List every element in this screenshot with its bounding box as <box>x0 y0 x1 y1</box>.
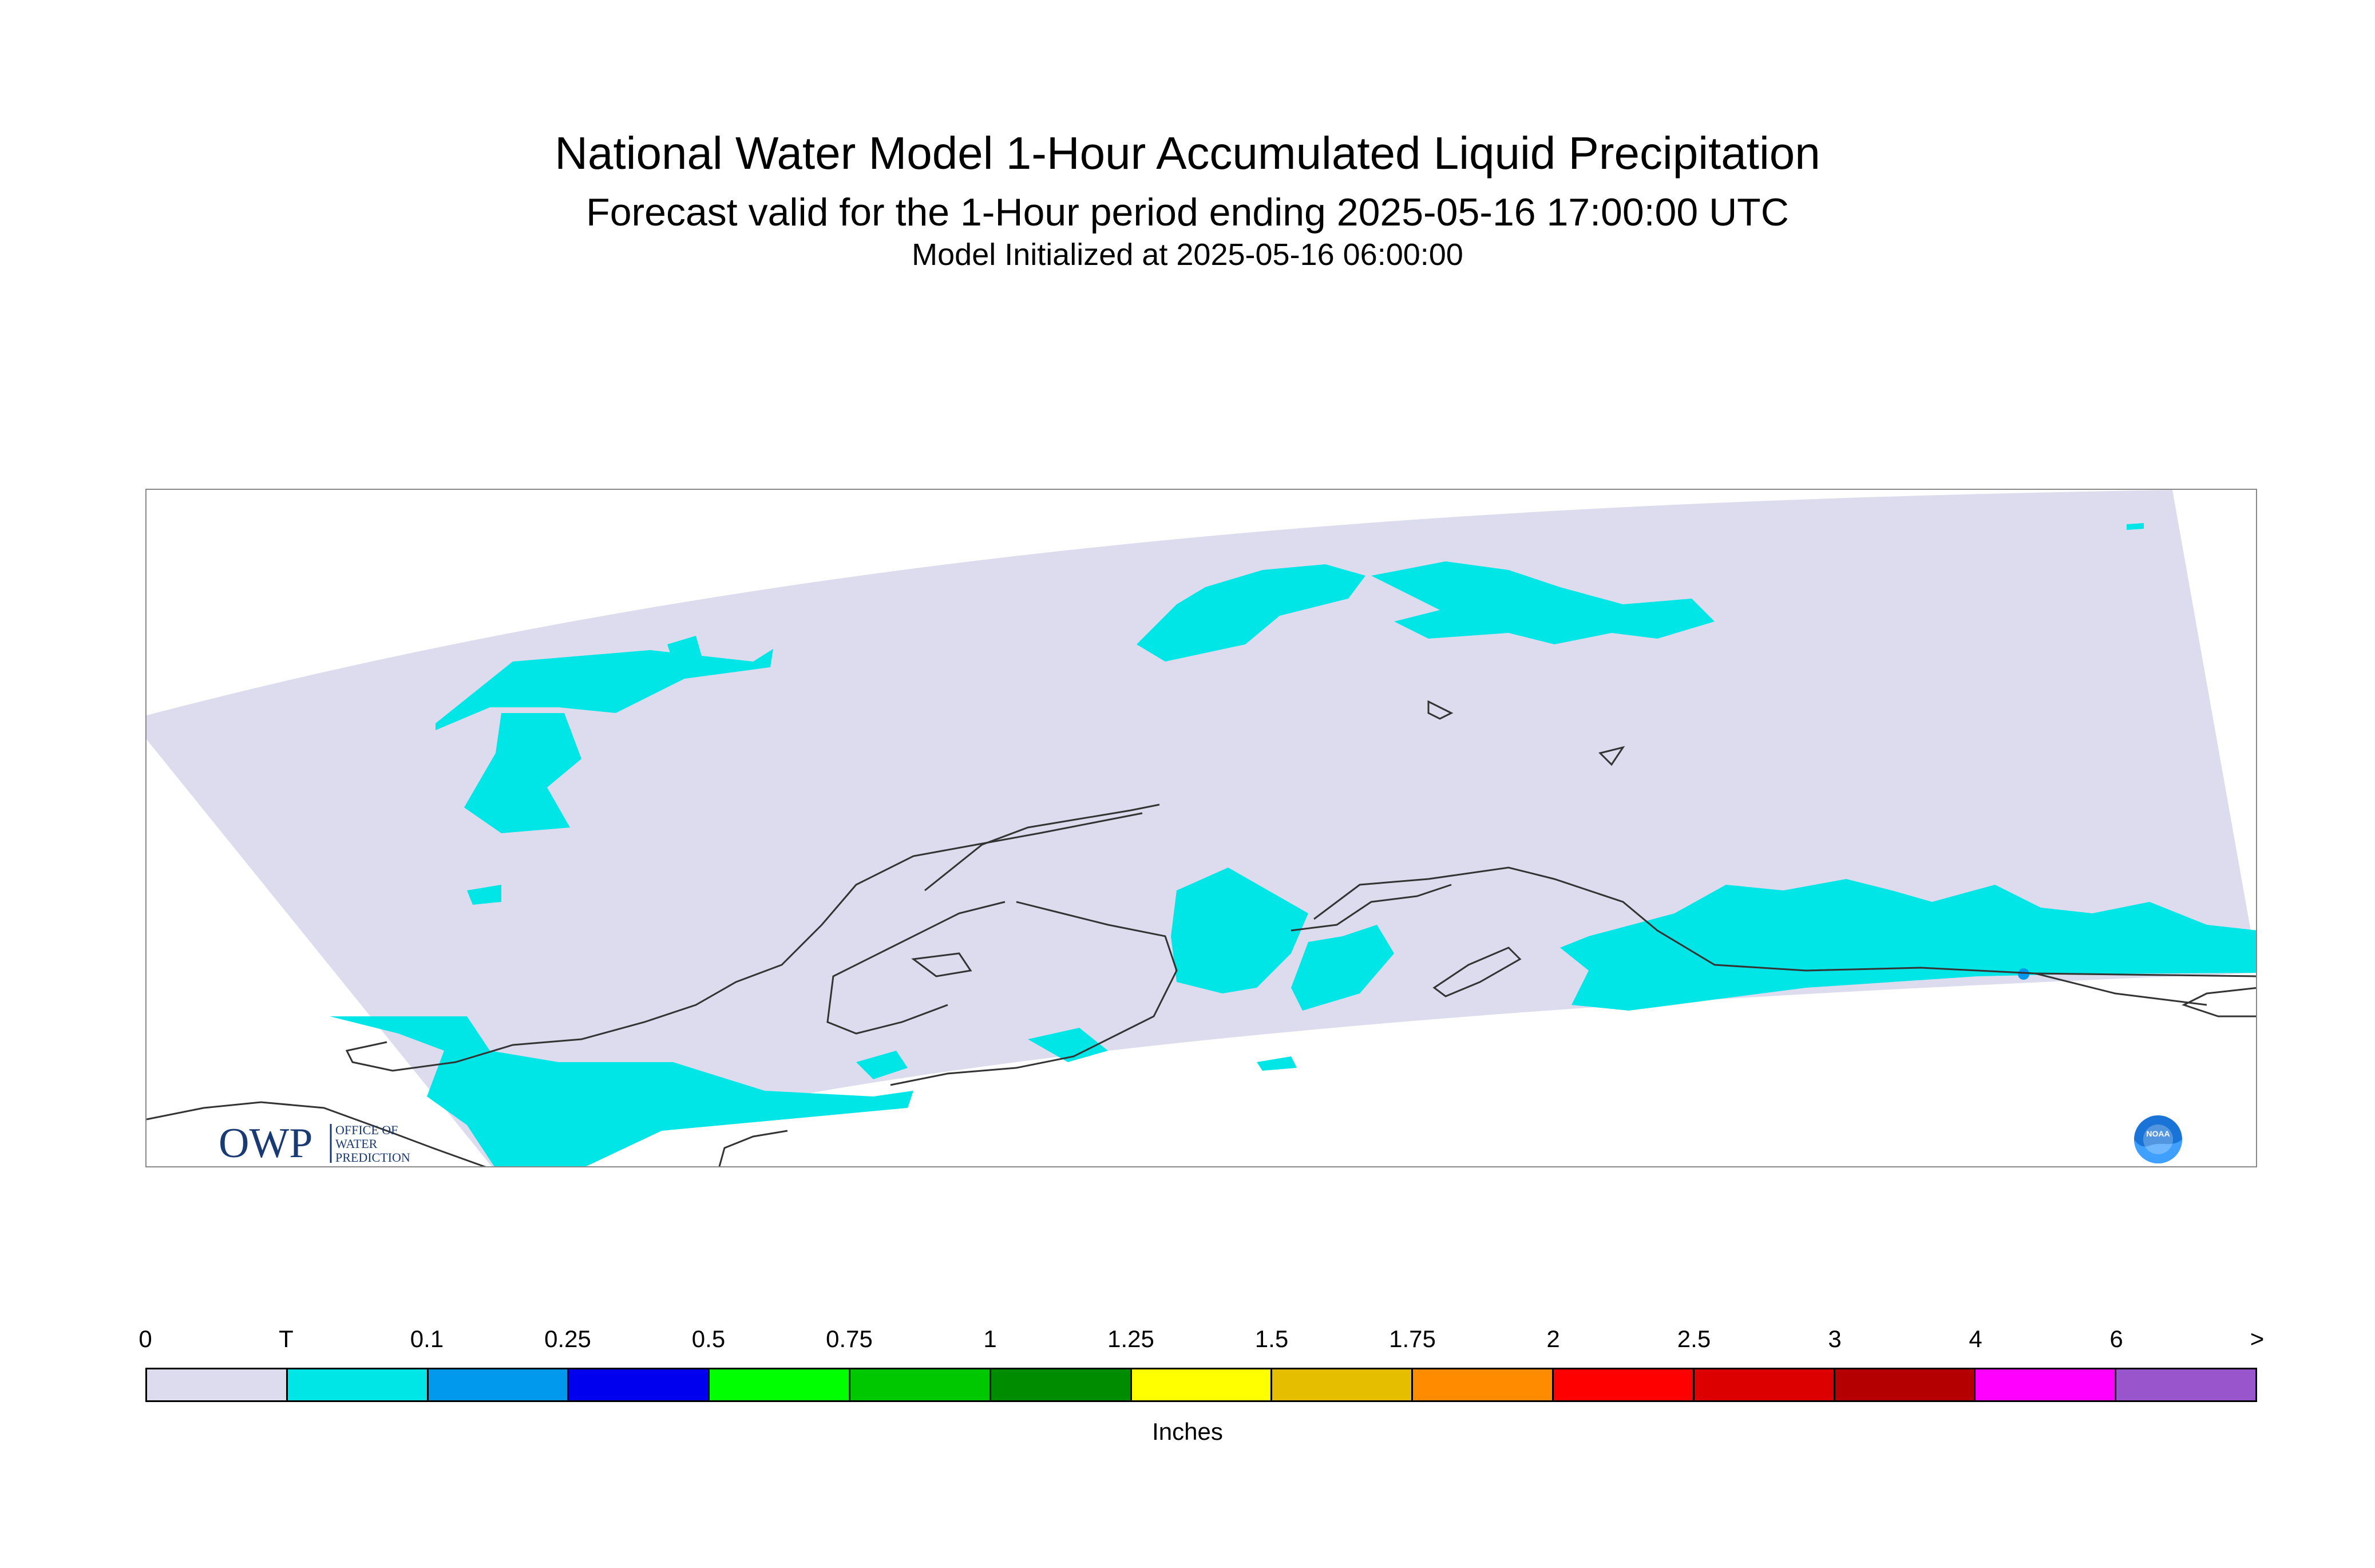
coastline <box>718 1130 788 1166</box>
colorbar-swatch <box>428 1369 569 1400</box>
colorbar-swatch <box>1835 1369 1976 1400</box>
colorbar-swatch <box>569 1369 710 1400</box>
coastlines <box>147 700 2256 1166</box>
colorbar-tick-label: 0.75 <box>826 1325 873 1352</box>
svg-text:PREDICTION: PREDICTION <box>335 1150 410 1165</box>
svg-text:NOAA: NOAA <box>2146 1129 2170 1138</box>
coastline <box>147 1101 486 1166</box>
noaa-logo: NOAA <box>2134 1115 2182 1163</box>
colorbar-tick-label: 4 <box>1969 1325 1982 1352</box>
colorbar-swatch <box>2116 1369 2255 1400</box>
coastline <box>924 803 1160 892</box>
colorbar-swatch <box>1272 1369 1414 1400</box>
precip-area <box>1171 868 1308 993</box>
colorbar-tick-label: 0 <box>138 1325 152 1352</box>
island <box>1427 700 1454 720</box>
precip-area <box>436 649 773 730</box>
coastline <box>2034 972 2207 1006</box>
precip-area <box>667 636 702 662</box>
colorbar-tick-label: > <box>2250 1325 2265 1352</box>
coastline <box>826 901 1006 1035</box>
colorbar-swatch <box>1694 1369 1835 1400</box>
precip-area <box>1560 879 2256 1011</box>
precip-area <box>1137 564 1365 662</box>
colorbar-tick-label: 0.25 <box>544 1325 591 1352</box>
colorbar-tick-label: 1 <box>983 1325 997 1352</box>
precip-area <box>1291 925 1394 1011</box>
colorbar-swatch <box>850 1369 991 1400</box>
precip-area <box>467 885 501 905</box>
model-init-time: Model Initialized at 2025-05-16 06:00:00 <box>912 237 1463 272</box>
precip-area <box>2127 523 2144 530</box>
colorbar-swatch <box>287 1369 429 1400</box>
colorbar-units-label: Inches <box>1152 1418 1223 1445</box>
svg-text:OFFICE OF: OFFICE OF <box>335 1123 398 1137</box>
coastline <box>890 901 1178 1086</box>
owp-logo: OWP OFFICE OF WATER PREDICTION <box>219 1120 410 1167</box>
precip-area <box>464 713 581 833</box>
precip-area <box>856 1051 908 1079</box>
trace-precip-areas <box>330 523 2256 1166</box>
precipitation-map <box>147 490 2256 1166</box>
colorbar-swatch <box>1131 1369 1273 1400</box>
precip-area <box>1028 1028 1108 1062</box>
colorbar-tick-label: T <box>279 1325 294 1352</box>
island <box>1598 746 1625 766</box>
precip-area <box>1371 561 1715 644</box>
map-subtitle: Forecast valid for the 1-Hour period end… <box>586 191 1789 234</box>
island <box>2182 987 2256 1017</box>
colorbar-swatch <box>1553 1369 1695 1400</box>
svg-text:WATER: WATER <box>335 1137 378 1151</box>
colorbar-swatch <box>147 1369 288 1400</box>
coastline <box>1313 866 2256 977</box>
colorbar-swatch <box>710 1369 850 1400</box>
island <box>1432 947 1522 997</box>
colorbar-tick-label: 1.25 <box>1107 1325 1154 1352</box>
colorbar <box>145 1368 2257 1402</box>
coastline <box>1291 884 1452 932</box>
colorbar-tick-label: 3 <box>1828 1325 1842 1352</box>
colorbar-tick-label: 2.5 <box>1677 1325 1711 1352</box>
colorbar-tick-label: 1.5 <box>1254 1325 1289 1352</box>
map-panel: OWP OFFICE OF WATER PREDICTION NOAA <box>145 489 2257 1167</box>
colorbar-tick-label: 6 <box>2109 1325 2123 1352</box>
colorbar-tick-label: 0.1 <box>410 1325 444 1352</box>
colorbar-tick-label: 2 <box>1546 1325 1560 1352</box>
colorbar-swatch <box>1413 1369 1554 1400</box>
light-precip-cell <box>2018 968 2029 980</box>
colorbar-tick-label: 1.75 <box>1389 1325 1436 1352</box>
colorbar-swatch <box>1976 1369 2117 1400</box>
svg-text:OWP: OWP <box>219 1120 312 1167</box>
island <box>911 952 972 977</box>
precip-area <box>330 1016 913 1166</box>
colorbar-swatch <box>991 1369 1132 1400</box>
colorbar-tick-label: 0.5 <box>691 1325 726 1352</box>
coastline <box>345 812 1143 1072</box>
precip-area <box>1257 1056 1297 1071</box>
map-title: National Water Model 1-Hour Accumulated … <box>555 128 1820 179</box>
